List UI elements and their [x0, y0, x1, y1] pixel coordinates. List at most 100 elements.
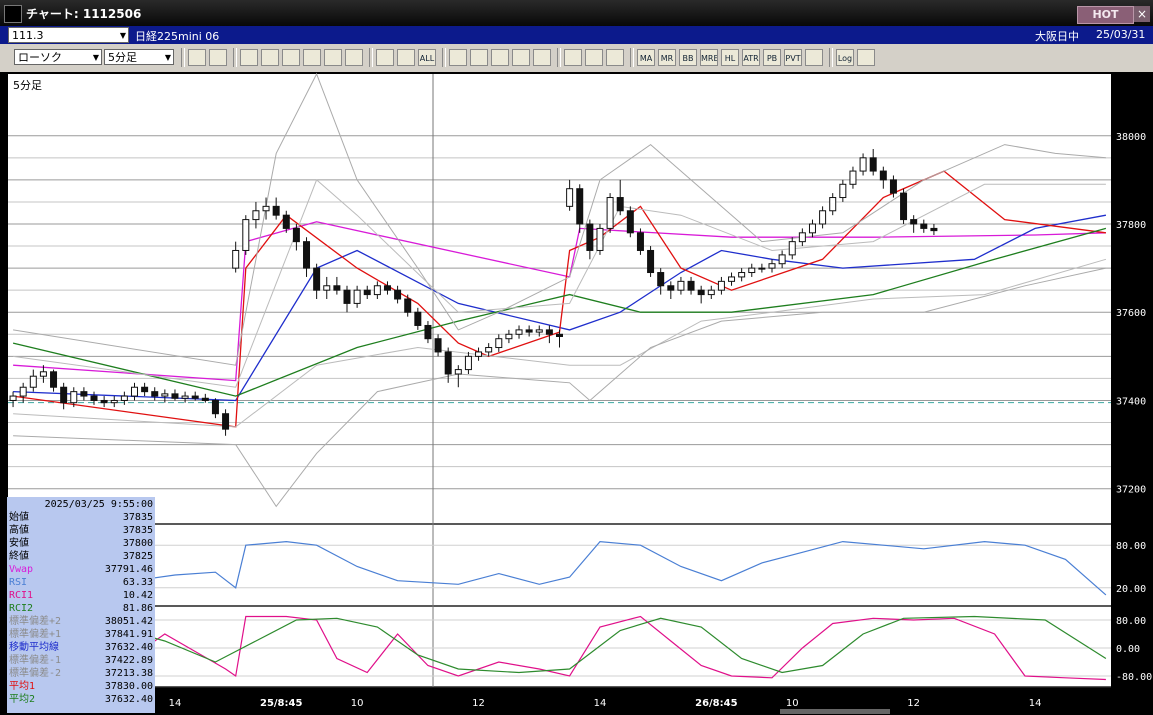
zoom-out-icon[interactable] [397, 49, 415, 66]
candle [141, 382, 149, 397]
candle-body [515, 329, 523, 335]
chevron-down-icon: ▼ [92, 53, 99, 62]
pvt-icon[interactable]: PVT [784, 49, 802, 66]
split-icon[interactable] [512, 49, 530, 66]
candle-body [596, 227, 604, 251]
candle-body [869, 157, 877, 172]
pb-icon[interactable]: PB [763, 49, 781, 66]
atr-icon[interactable]: ATR [742, 49, 760, 66]
info-value: 37825 [122, 551, 153, 562]
blank-icon[interactable] [533, 49, 551, 66]
candle [505, 329, 513, 344]
rci-tick-label: 0.00 [1116, 644, 1140, 655]
bars-icon[interactable] [491, 49, 509, 66]
chevron-down-icon: ▼ [164, 53, 171, 62]
zoom-in-icon[interactable] [376, 49, 394, 66]
code-select[interactable]: 111.3 ▼ [8, 27, 129, 43]
candle [323, 276, 331, 299]
info-label: 標準偏差-1 [9, 655, 62, 666]
hot-button[interactable]: HOT [1077, 6, 1134, 24]
cursor-icon[interactable] [282, 49, 300, 66]
candle [626, 206, 634, 238]
ma-icon[interactable]: MA [637, 49, 655, 66]
toolbar-separator [630, 48, 634, 67]
search-icon[interactable] [188, 49, 206, 66]
info-row: Vwap 37791.46 [9, 564, 153, 576]
candle-body [606, 197, 614, 229]
pen-icon[interactable] [240, 49, 258, 66]
candle-body [900, 192, 908, 221]
timeframe-select[interactable]: 5分足 ▼ [104, 49, 174, 65]
title-bar: チャート: 1112506 HOT × [0, 0, 1153, 26]
list-icon[interactable] [324, 49, 342, 66]
candle-body [778, 254, 786, 265]
candle-body [181, 395, 189, 399]
trash-icon[interactable] [345, 49, 363, 66]
price-tick-label: 38000 [1116, 132, 1146, 143]
candle-body [849, 170, 857, 185]
candle [889, 175, 897, 198]
candle-body [879, 170, 887, 181]
candle-body [19, 386, 27, 397]
info-row: RCI1 10.42 [9, 590, 153, 602]
info-label: 標準偏差+2 [9, 616, 62, 627]
mre-icon[interactable]: MRE [700, 49, 718, 66]
timeframe-value: 5分足 [108, 51, 137, 64]
candle-body [485, 347, 493, 353]
candle [424, 321, 432, 344]
info-value: 63.33 [122, 577, 153, 588]
exit-icon[interactable] [857, 49, 875, 66]
info-label: 終値 [9, 551, 29, 562]
app-icon [4, 5, 22, 23]
candle-body [151, 391, 159, 397]
eraser-icon[interactable] [261, 49, 279, 66]
candle [9, 391, 17, 408]
candle [353, 285, 361, 308]
close-button[interactable]: × [1134, 6, 1150, 22]
redo-icon[interactable] [303, 49, 321, 66]
candle [242, 215, 250, 255]
candle-body [920, 223, 928, 229]
wrench-icon[interactable] [585, 49, 603, 66]
candle [596, 224, 604, 255]
candle [808, 219, 816, 238]
info-value: 37830.00 [104, 681, 153, 692]
candle-body [60, 386, 68, 404]
candle [282, 210, 290, 233]
candle [667, 281, 675, 299]
candle [879, 166, 887, 189]
info-value: 37213.38 [104, 668, 153, 679]
candle-body [303, 241, 311, 269]
series-標準偏差-1 [13, 258, 1107, 428]
toolbar-separator [829, 48, 833, 67]
candle [120, 391, 128, 405]
box-icon[interactable] [805, 49, 823, 66]
hl-icon[interactable]: HL [721, 49, 739, 66]
candle [60, 382, 68, 410]
info-label: 平均1 [9, 681, 36, 692]
candle [495, 334, 503, 352]
chart-type-select[interactable]: ローソク ▼ [14, 49, 102, 65]
log-icon[interactable]: Log [836, 49, 854, 66]
candle [647, 246, 655, 277]
grid-icon[interactable] [564, 49, 582, 66]
color-icon[interactable] [606, 49, 624, 66]
candle [697, 285, 705, 304]
chevron-down-icon: ▼ [119, 31, 126, 40]
scan-icon[interactable] [470, 49, 488, 66]
candle [930, 224, 938, 236]
candle-body [576, 188, 584, 225]
chart-area[interactable]: 5分足 37200 37400 37600 37800 38000 80.00 20.00 80… [0, 72, 1153, 715]
candle-body [363, 289, 371, 296]
info-value: 37841.91 [104, 629, 153, 640]
mr-icon[interactable]: MR [658, 49, 676, 66]
info-row: 始値 37835 [9, 512, 153, 524]
candle-body [464, 355, 472, 371]
window-icon[interactable] [209, 49, 227, 66]
arrow-icon[interactable] [449, 49, 467, 66]
all-icon[interactable]: ALL [418, 49, 436, 66]
candle-body [110, 399, 118, 404]
bb-icon[interactable]: BB [679, 49, 697, 66]
candle [576, 184, 584, 233]
price-tick-label: 37800 [1116, 220, 1146, 231]
